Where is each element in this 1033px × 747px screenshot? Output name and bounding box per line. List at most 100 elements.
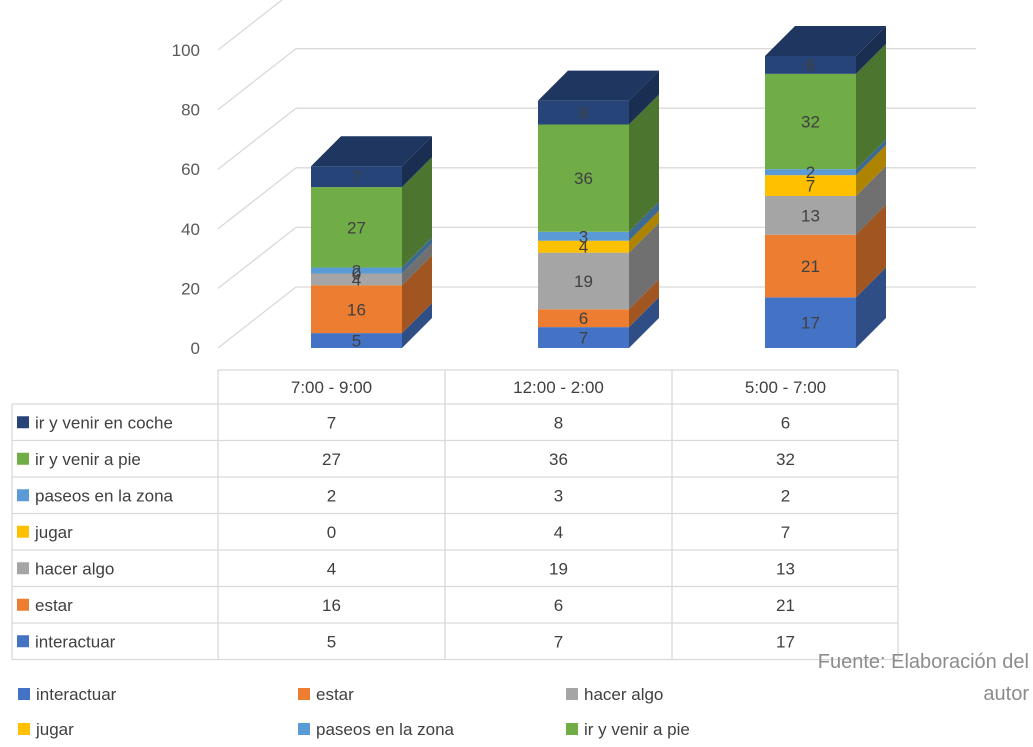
gridline-slant (217, 167, 297, 230)
bar-side (856, 145, 886, 197)
y-tick-label: 0 (191, 339, 200, 358)
bar-side (856, 25, 886, 74)
table-cell: 32 (776, 450, 795, 469)
table-cell: 7 (327, 413, 336, 432)
table-cell: 4 (554, 523, 563, 542)
data-label: 32 (801, 113, 820, 132)
bar-segment (538, 124, 629, 232)
table-cell: 2 (327, 486, 336, 505)
data-label: 7 (579, 329, 588, 348)
legend-swatch (298, 723, 310, 735)
table-legend-key (17, 635, 29, 648)
bar-segment (538, 309, 629, 328)
bar-side (402, 237, 432, 274)
bar-segment (765, 196, 856, 235)
bar-side (856, 204, 886, 298)
legend-label: paseos en la zona (316, 720, 455, 739)
gridline-slant (217, 48, 297, 111)
table-row-label: paseos en la zona (35, 486, 174, 505)
legend-label: ir y venir a pie (584, 720, 690, 739)
data-label: 7 (352, 168, 361, 187)
table-row-label: jugar (34, 523, 73, 542)
table-row-label: hacer algo (35, 559, 114, 578)
table-cell: 17 (776, 632, 795, 651)
table-row-label: ir y venir a pie (35, 450, 141, 469)
bar-segment (538, 100, 629, 125)
bar-segment (538, 252, 629, 310)
table-cell: 7 (781, 523, 790, 542)
legend-swatch (566, 723, 578, 735)
data-label: 2 (806, 163, 815, 182)
table-cell: 36 (549, 450, 568, 469)
legend-label: interactuar (36, 685, 117, 704)
data-label: 27 (347, 218, 366, 237)
bar-side (629, 297, 659, 348)
table-header-cell: 7:00 - 9:00 (291, 378, 372, 397)
table-legend-key (17, 562, 29, 575)
table-row-label: interactuar (35, 632, 116, 651)
gridline-slant (217, 107, 297, 170)
table-cell: 8 (554, 413, 563, 432)
bar-segment (311, 285, 402, 334)
table-cell: 27 (322, 450, 341, 469)
legend-swatch (18, 723, 30, 735)
legend-swatch (566, 688, 578, 700)
table-legend-key (17, 598, 29, 611)
data-label: 4 (352, 270, 361, 289)
bar-stack: 5 16 402 27 7 (311, 136, 432, 351)
table-cell: 13 (776, 559, 795, 578)
bar-segment (765, 73, 856, 170)
bar-side (856, 166, 886, 235)
legend-label: hacer algo (584, 685, 663, 704)
bar-side (629, 222, 659, 310)
y-tick-label: 40 (181, 220, 200, 239)
table-legend-key (17, 416, 29, 429)
data-label: 21 (801, 257, 820, 276)
legend-swatch (298, 688, 310, 700)
data-label: 19 (574, 272, 593, 291)
gridline-slant (217, 226, 297, 289)
table-cell: 16 (322, 596, 341, 615)
data-label: 2 (352, 262, 361, 281)
bar-stack: 17 21 13 72 32 6 (765, 25, 886, 348)
table-legend-key (17, 489, 29, 502)
bar-side (856, 267, 886, 348)
y-tick-label: 20 (181, 279, 200, 298)
y-axis: 0 20 40 60 80 100 (172, 41, 200, 358)
table-legend-key (17, 525, 29, 538)
data-label: 6 (806, 56, 815, 75)
bar-side (856, 139, 886, 176)
bar-segment (311, 166, 402, 188)
bar-segment (538, 231, 629, 241)
gridline-slant (217, 0, 283, 51)
bar-segment (765, 297, 856, 348)
data-label: 16 (347, 300, 366, 319)
bar-segment (765, 175, 856, 197)
table-cell: 5 (327, 632, 336, 651)
data-label: 8 (579, 104, 588, 123)
bar-segment (311, 267, 402, 274)
data-label: 17 (801, 314, 820, 333)
legend-label: estar (316, 685, 354, 704)
bar-side (402, 157, 432, 268)
table-row-label: estar (35, 596, 73, 615)
bar-side (402, 136, 432, 188)
table-cell: 4 (327, 559, 336, 578)
legend-swatch (18, 688, 30, 700)
bar-side (856, 43, 886, 170)
data-label: 3 (579, 227, 588, 246)
gridline-slant (217, 286, 297, 349)
bar-side (402, 303, 432, 348)
legend: interactuar estar hacer algo jugar paseos en… (18, 685, 690, 739)
bar-side (402, 243, 432, 286)
source-note: Fuente: Elaboración del autor (817, 651, 1029, 705)
bar-side (629, 210, 659, 253)
table-cell: 19 (549, 559, 568, 578)
table-cell: 3 (554, 486, 563, 505)
bar-segment (765, 234, 856, 298)
y-tick-label: 60 (181, 160, 200, 179)
bar-stack: 76 19 43 36 8 (538, 70, 659, 348)
data-label: 36 (574, 169, 593, 188)
